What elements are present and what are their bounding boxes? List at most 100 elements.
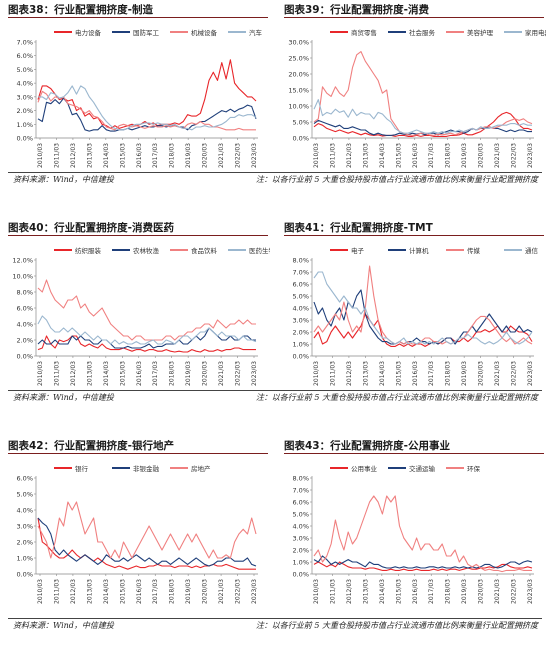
x-tick-label: 2013/03 (86, 579, 93, 604)
footer-note: 注：以各行业前 5 大重仓股持股市值占行业流通市值比例来衡量行业配置拥挤度 (255, 621, 538, 630)
y-tick-label: 5.0% (292, 119, 309, 127)
footer-rule (8, 172, 542, 173)
x-tick-label: 2015/03 (395, 143, 402, 168)
chart-panel-40: 图表40：行业配置拥挤度-消费医药 纺织服装 农林牧渔 食品饮料 医药生物 0.0% 2.… (0, 218, 270, 423)
x-tick-label: 2018/03 (445, 579, 452, 604)
series-line (37, 279, 256, 341)
x-tick-label: 2011/03 (329, 143, 336, 168)
x-tick-label: 2022/03 (235, 579, 242, 604)
series-line (313, 265, 533, 345)
x-tick-label: 2018/03 (445, 143, 452, 168)
legend-label: 传媒 (467, 246, 481, 255)
x-tick-label: 2013/03 (86, 361, 93, 386)
x-tick-label: 2014/03 (379, 579, 386, 604)
y-tick-label: 1.0% (16, 555, 33, 563)
x-tick-label: 2022/03 (235, 143, 242, 168)
chart-svg: 电子 计算机 传媒 通信 0.0% 1.0% 2.0% 3.0% 4.0% 5.0% 6.0% 7.0… (292, 246, 538, 386)
chart-panel-43: 图表43：行业配置拥挤度-公用事业 公用事业 交通运输 环保 0.0% 1.0% 2.0%… (276, 436, 546, 641)
y-tick-label: 4.0% (16, 321, 33, 329)
x-tick-label: 2010/03 (313, 579, 320, 604)
series-line (313, 119, 532, 136)
y-tick-label: 15.0% (288, 87, 309, 95)
x-tick-label: 2019/03 (185, 143, 192, 168)
x-tick-label: 2023/03 (251, 143, 258, 168)
legend-label: 环保 (467, 464, 481, 473)
y-tick-label: 1.0% (292, 341, 309, 349)
x-tick-label: 2010/03 (313, 143, 320, 168)
x-tick-label: 2011/03 (329, 361, 336, 386)
y-tick-label: 2.0% (292, 329, 309, 337)
x-tick-label: 2018/03 (169, 143, 176, 168)
series-line (38, 85, 257, 131)
legend-label: 美容护理 (467, 28, 494, 37)
y-tick-label: 2.0% (16, 539, 33, 547)
x-tick-label: 2013/03 (362, 143, 369, 168)
x-tick-label: 2022/03 (511, 143, 518, 168)
x-tick-label: 2014/03 (103, 579, 110, 604)
legend-label: 社会服务 (409, 28, 436, 37)
x-tick-label: 2015/03 (395, 579, 402, 604)
x-tick-label: 2010/03 (37, 361, 44, 386)
legend-label: 机械设备 (191, 28, 218, 37)
x-tick-label: 2011/03 (53, 579, 60, 604)
series-line (37, 90, 256, 131)
y-tick-label: 1.0% (16, 121, 33, 129)
series-line (37, 59, 257, 129)
chart-svg: 公用事业 交通运输 环保 0.0% 1.0% 2.0% 3.0% 4.0% 5.0% 6.0% 7.… (292, 464, 534, 604)
x-tick-label: 2017/03 (428, 579, 435, 604)
x-tick-label: 2012/03 (70, 361, 77, 386)
x-tick-label: 2021/03 (218, 143, 225, 168)
x-tick-label: 2022/03 (511, 361, 518, 386)
series-line (313, 271, 533, 345)
chart-title: 图表39：行业配置拥挤度-消费 (284, 4, 429, 16)
legend-label: 公用事业 (351, 464, 378, 473)
legend-label: 国防军工 (133, 28, 160, 37)
chart-svg: 银行 非银金融 房地产 0.0% 1.0% 2.0% 3.0% 4.0% 5.0% 6.0% 201… (16, 464, 258, 604)
x-tick-label: 2013/03 (86, 143, 93, 168)
x-tick-label: 2012/03 (70, 143, 77, 168)
legend-label: 电力设备 (75, 28, 102, 37)
y-tick-label: 6.0% (16, 52, 33, 60)
x-tick-label: 2022/03 (511, 579, 518, 604)
y-tick-label: 5.0% (16, 66, 33, 74)
x-tick-label: 2017/03 (152, 579, 159, 604)
series-line (313, 111, 533, 137)
y-tick-label: 6.0% (292, 499, 309, 507)
legend-label: 医药生物 (249, 246, 270, 255)
x-tick-label: 2014/03 (379, 361, 386, 386)
y-tick-label: 5.0% (16, 491, 33, 499)
footer-rule (8, 390, 542, 391)
x-tick-label: 2019/03 (461, 143, 468, 168)
x-tick-label: 2020/03 (478, 579, 485, 604)
y-tick-label: 6.0% (292, 281, 309, 289)
y-tick-label: 0.0% (292, 571, 309, 579)
x-tick-label: 2020/03 (202, 579, 209, 604)
series-line (37, 97, 257, 132)
y-tick-label: 0.0% (16, 353, 33, 361)
legend-label: 房地产 (191, 464, 211, 473)
x-tick-label: 2013/03 (362, 579, 369, 604)
y-tick-label: 7.0% (292, 487, 309, 495)
legend-label: 银行 (75, 464, 89, 473)
x-tick-label: 2020/03 (202, 143, 209, 168)
x-tick-label: 2016/03 (412, 143, 419, 168)
x-tick-label: 2021/03 (494, 143, 501, 168)
y-tick-label: 5.0% (292, 511, 309, 519)
y-tick-label: 3.0% (16, 523, 33, 531)
x-tick-label: 2015/03 (119, 143, 126, 168)
footer-note: 注：以各行业前 5 大重仓股持股市值占行业流通市值比例来衡量行业配置拥挤度 (255, 175, 538, 184)
x-tick-label: 2012/03 (346, 579, 353, 604)
x-tick-label: 2023/03 (251, 579, 258, 604)
title-rule (284, 453, 544, 454)
x-tick-label: 2023/03 (527, 579, 534, 604)
chart-panel-39: 图表39：行业配置拥挤度-消费 商贸零售 社会服务 美容护理 家用电器 0.0% 5.0%… (276, 0, 546, 205)
x-tick-label: 2013/03 (362, 361, 369, 386)
chart-panel-41: 图表41：行业配置拥挤度-TMT 电子 计算机 传媒 通信 0.0% 1.0% 2.0% 3.… (276, 218, 546, 423)
y-tick-label: 2.0% (292, 547, 309, 555)
y-tick-label: 20.0% (288, 71, 309, 79)
x-tick-label: 2016/03 (412, 579, 419, 604)
x-tick-label: 2016/03 (136, 143, 143, 168)
y-tick-label: 0.0% (16, 135, 33, 143)
x-tick-label: 2012/03 (346, 143, 353, 168)
x-tick-label: 2023/03 (251, 361, 258, 386)
